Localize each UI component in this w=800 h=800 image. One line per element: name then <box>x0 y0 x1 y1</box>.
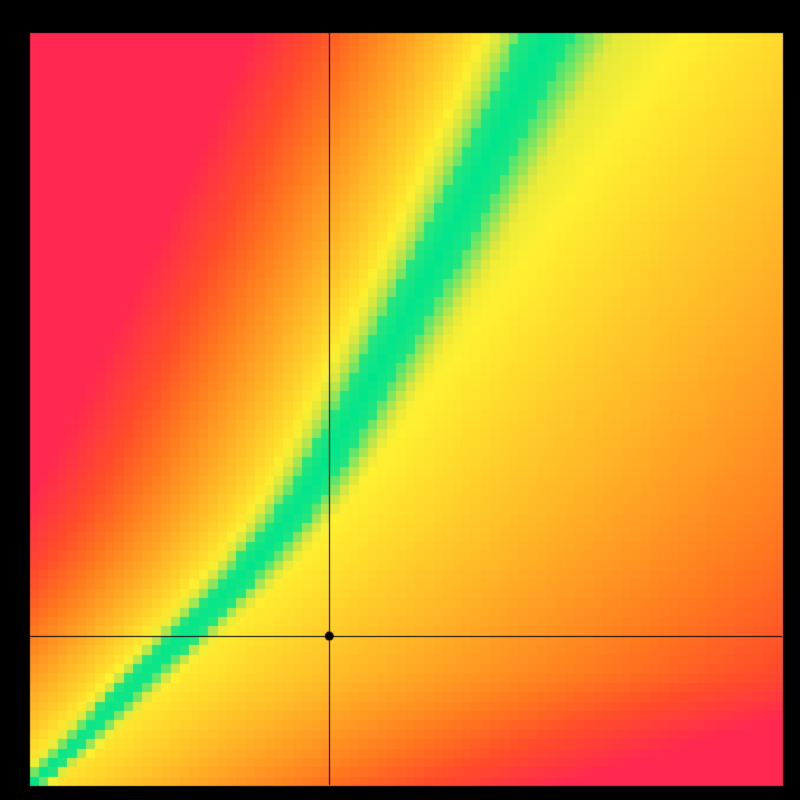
bottleneck-heatmap <box>0 0 800 800</box>
